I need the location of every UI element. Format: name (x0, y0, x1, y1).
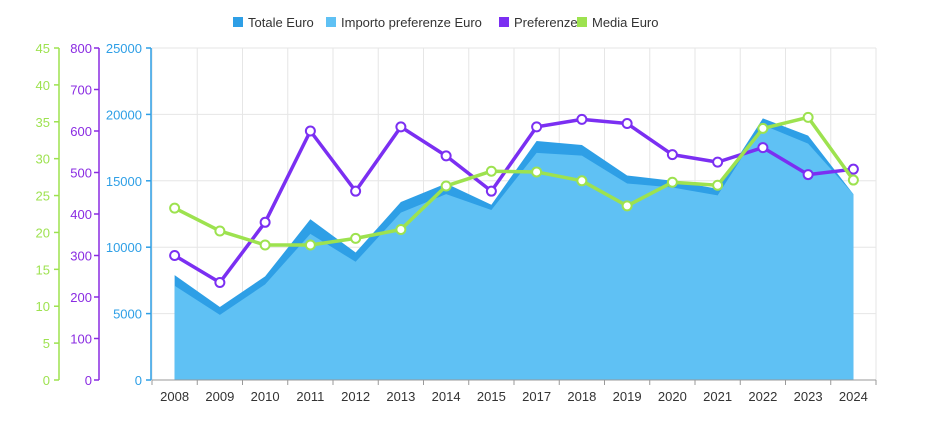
legend-label: Totale Euro (248, 15, 314, 30)
y-tick-label-euro: 10000 (106, 240, 142, 255)
x-tick-label: 2017 (522, 389, 551, 404)
y-tick-label-pref: 500 (70, 166, 92, 181)
point-media-euro[interactable] (847, 174, 859, 186)
point-preferenze[interactable] (847, 163, 859, 175)
y-tick-label-media: 30 (36, 152, 50, 167)
y-tick-label-media: 40 (36, 78, 50, 93)
point-preferenze[interactable] (576, 113, 588, 125)
x-tick-label: 2010 (251, 389, 280, 404)
legend-label: Media Euro (592, 15, 658, 30)
point-preferenze[interactable] (304, 125, 316, 137)
y-tick-label-euro: 20000 (106, 107, 142, 122)
point-media-euro[interactable] (395, 223, 407, 235)
point-media-euro[interactable] (757, 122, 769, 134)
point-media-euro[interactable] (531, 166, 543, 178)
point-preferenze[interactable] (621, 118, 633, 130)
point-media-euro[interactable] (440, 180, 452, 192)
point-media-euro[interactable] (666, 176, 678, 188)
x-tick-label: 2022 (748, 389, 777, 404)
point-media-euro[interactable] (621, 200, 633, 212)
y-tick-label-media: 35 (36, 115, 50, 130)
y-tick-label-media: 5 (43, 336, 50, 351)
x-tick-label: 2024 (839, 389, 868, 404)
area-importo-preferenze-euro (174, 125, 854, 380)
point-preferenze[interactable] (259, 216, 271, 228)
x-tick-label: 2021 (703, 389, 732, 404)
y-tick-label-pref: 400 (70, 207, 92, 222)
point-media-euro[interactable] (169, 202, 181, 214)
point-preferenze[interactable] (214, 276, 226, 288)
y-tick-label-media: 15 (36, 262, 50, 277)
y-axis-pref: 0 100 200 300 400 500 600 700 800 (70, 41, 100, 388)
legend-label: Importo preferenze Euro (341, 15, 482, 30)
point-media-euro[interactable] (350, 232, 362, 244)
y-tick-label-euro: 25000 (106, 41, 142, 56)
y-tick-label-euro: 5000 (113, 307, 142, 322)
x-tick-label: 2019 (613, 389, 642, 404)
legend-item-totale-euro[interactable]: Totale Euro (233, 15, 314, 30)
y-tick-label-pref: 300 (70, 249, 92, 264)
point-preferenze[interactable] (169, 250, 181, 261)
line-media-euro (173, 115, 855, 247)
x-tick-label: 2009 (205, 389, 234, 404)
point-media-euro[interactable] (304, 239, 316, 251)
y-tick-label-media: 25 (36, 189, 50, 204)
point-media-euro[interactable] (712, 179, 724, 191)
point-preferenze[interactable] (802, 169, 814, 181)
point-media-euro[interactable] (485, 165, 497, 177)
y-tick-label-pref: 200 (70, 290, 92, 305)
legend-swatch (499, 17, 509, 27)
x-tick-label: 2018 (567, 389, 596, 404)
y-tick-label-euro: 15000 (106, 174, 142, 189)
y-tick-label-pref: 100 (70, 332, 92, 347)
y-tick-label-media: 20 (36, 225, 50, 240)
point-preferenze[interactable] (531, 121, 543, 133)
point-preferenze[interactable] (395, 121, 407, 133)
point-preferenze[interactable] (485, 185, 497, 197)
point-media-euro[interactable] (214, 225, 226, 237)
x-tick-label: 2020 (658, 389, 687, 404)
point-preferenze[interactable] (440, 150, 452, 162)
legend-label: Preferenze (514, 15, 578, 30)
x-tick-label: 2011 (296, 389, 324, 404)
y-tick-label-media: 45 (36, 41, 50, 56)
point-preferenze[interactable] (712, 156, 724, 168)
y-tick-label-media: 0 (43, 373, 50, 388)
point-preferenze[interactable] (666, 149, 678, 161)
point-media-euro[interactable] (576, 175, 588, 187)
point-media-euro[interactable] (259, 239, 271, 251)
x-tick-label: 2008 (160, 389, 189, 404)
y-tick-label-pref: 600 (70, 124, 92, 139)
x-tick-label: 2023 (794, 389, 823, 404)
x-tick-label: 2015 (477, 389, 506, 404)
y-tick-label-media: 10 (36, 299, 50, 314)
y-tick-label-pref: 700 (70, 83, 92, 98)
x-tick-label: 2013 (386, 389, 415, 404)
y-tick-label-euro: 0 (135, 373, 142, 388)
legend-swatch (577, 17, 587, 27)
y-tick-label-pref: 0 (85, 373, 92, 388)
x-tick-label: 2014 (432, 389, 461, 404)
point-media-euro[interactable] (802, 111, 814, 123)
legend-swatch (233, 17, 243, 27)
y-axis-euro: 0 5000 10000 15000 20000 25000 (106, 41, 152, 388)
legend-item-media-euro[interactable]: Media Euro (577, 15, 658, 30)
legend-item-importo-preferenze-euro[interactable]: Importo preferenze Euro (326, 15, 482, 30)
y-tick-label-pref: 800 (70, 41, 92, 56)
x-tick-label: 2012 (341, 389, 370, 404)
x-axis: 2008 2009 2010 2011 2012 2013 2014 2015 2017 2018… (151, 379, 877, 404)
point-preferenze[interactable] (757, 142, 769, 154)
legend-swatch (326, 17, 336, 27)
legend-item-preferenze[interactable]: Preferenze (499, 15, 578, 30)
legend: Totale Euro Importo preferenze Euro Prefer… (233, 15, 658, 30)
point-preferenze[interactable] (350, 185, 362, 197)
y-axis-media: 0 5 10 15 20 25 30 35 40 45 (36, 41, 60, 388)
